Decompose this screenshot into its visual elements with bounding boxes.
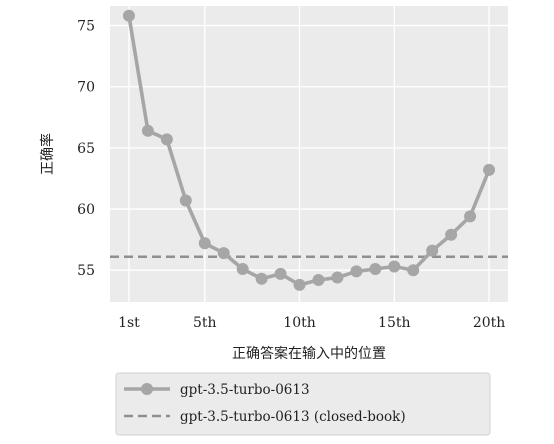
data-point bbox=[483, 163, 496, 176]
y-tick-label: 70 bbox=[77, 80, 95, 96]
data-point bbox=[426, 244, 439, 257]
data-point bbox=[293, 278, 306, 291]
x-tick-label: 1st bbox=[118, 315, 140, 331]
grid-lines bbox=[110, 6, 508, 302]
series-layer bbox=[122, 9, 496, 291]
legend-entry-label: gpt-3.5-turbo-0613 (closed-book) bbox=[180, 409, 406, 425]
x-tick-label: 15th bbox=[378, 315, 410, 331]
tick-labels: 55 60 65 70 75 1st 5th 10th 15th 20th bbox=[77, 19, 505, 331]
data-point bbox=[160, 133, 173, 146]
data-point bbox=[122, 9, 135, 22]
data-point bbox=[274, 267, 287, 280]
data-point bbox=[445, 228, 458, 241]
data-point bbox=[369, 262, 382, 275]
data-point bbox=[312, 273, 325, 286]
legend-entry-label: gpt-3.5-turbo-0613 bbox=[180, 382, 310, 398]
y-axis-label: 正确率 bbox=[39, 133, 56, 175]
y-tick-label: 75 bbox=[77, 19, 95, 35]
data-point bbox=[236, 262, 249, 275]
data-point bbox=[141, 124, 154, 137]
y-tick-label: 55 bbox=[77, 263, 95, 279]
plot-background bbox=[110, 6, 508, 302]
x-axis-label: 正确答案在输入中的位置 bbox=[232, 345, 386, 362]
legend-series-marker-swatch bbox=[141, 383, 153, 395]
data-point bbox=[350, 265, 363, 278]
x-tick-label: 5th bbox=[193, 315, 217, 331]
data-point bbox=[255, 272, 268, 285]
data-point bbox=[198, 237, 211, 250]
x-tick-label: 20th bbox=[473, 315, 505, 331]
y-tick-label: 65 bbox=[77, 141, 95, 157]
data-point bbox=[388, 260, 401, 273]
legend-box bbox=[115, 372, 491, 436]
data-point bbox=[407, 264, 420, 277]
data-point bbox=[464, 210, 477, 223]
data-point bbox=[217, 247, 230, 260]
y-tick-label: 60 bbox=[77, 202, 95, 218]
x-tick-label: 10th bbox=[283, 315, 315, 331]
legend: gpt-3.5-turbo-0613 gpt-3.5-turbo-0613 (cl… bbox=[115, 372, 491, 436]
data-point bbox=[179, 194, 192, 207]
data-point bbox=[331, 271, 344, 284]
